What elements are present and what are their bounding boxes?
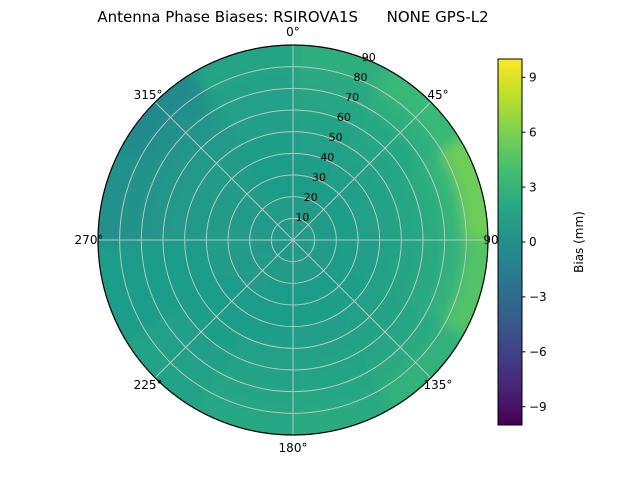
radial-tick-label: 40 (320, 151, 334, 164)
heatmap-sector (184, 45, 297, 94)
angular-tick-label: 270° (75, 233, 104, 247)
grid-spoke (154, 101, 294, 241)
angular-tick-label: 90 (483, 233, 498, 247)
radial-tick-label: 50 (329, 131, 343, 144)
colorbar-tick-label: 0 (529, 235, 537, 249)
angular-tick-label: 225° (134, 378, 163, 392)
colorbar (497, 58, 523, 426)
heatmap (98, 45, 488, 435)
angular-tick-label: 135° (424, 378, 453, 392)
radial-tick-label: 70 (345, 91, 359, 104)
radial-tick-label: 60 (337, 111, 351, 124)
colorbar-tick-label: −3 (529, 290, 547, 304)
angular-tick-label: 180° (279, 441, 308, 455)
chart-title: Antenna Phase Biases: RSIROVA1S NONE GPS… (97, 8, 489, 26)
radial-tick-label: 10 (295, 211, 309, 224)
grid-spoke (154, 239, 294, 379)
angular-tick-label: 45° (427, 88, 448, 102)
radial-tick-label: 20 (304, 191, 318, 204)
radial-tick-label: 30 (312, 171, 326, 184)
colorbar-tick-label: −6 (529, 345, 547, 359)
colorbar-tick-label: 3 (529, 180, 537, 194)
colorbar-tick-label: −9 (529, 400, 547, 414)
polar-grid (98, 45, 488, 435)
angular-tick-label: 315° (134, 88, 163, 102)
grid-spoke (292, 239, 432, 379)
polar-spine (97, 44, 489, 436)
radial-tick-label: 80 (353, 71, 367, 84)
colorbar-tick-label: 6 (529, 125, 537, 139)
colorbar-axis-label: Bias (mm) (572, 211, 586, 273)
angular-tick-label: 0° (286, 25, 300, 39)
grid-spoke (292, 101, 432, 241)
radial-tick-label: 90 (362, 51, 376, 64)
colorbar-tick-label: 9 (529, 71, 537, 85)
